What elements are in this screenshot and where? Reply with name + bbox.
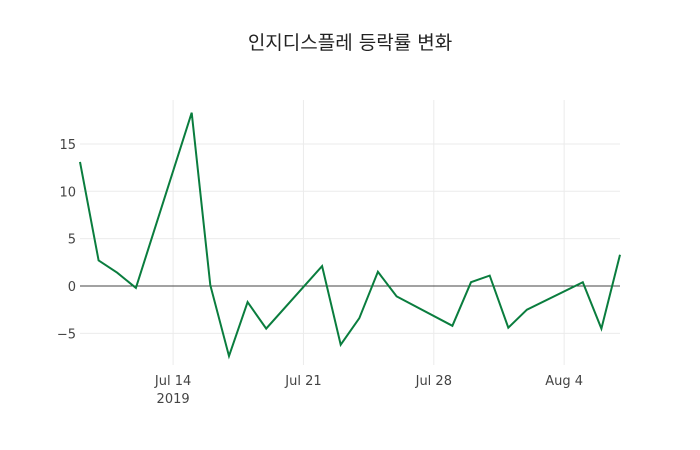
x-tick-label: Jul 21: [284, 374, 321, 389]
y-axis-ticks: −5 0 5 10 15: [57, 138, 76, 342]
y-tick-label: 10: [59, 185, 76, 200]
x-tick-label: Jul 14: [154, 374, 191, 389]
x-tick-label: Aug 4: [545, 374, 583, 389]
series-line: [79, 112, 621, 360]
chart-title: 인지디스플레 등락률 변화: [247, 32, 453, 54]
x-tick-label: Jul 28: [415, 374, 452, 389]
grid-lines: [80, 100, 620, 365]
y-tick-label: 0: [68, 280, 76, 295]
x-tick-year-label: 2019: [157, 392, 190, 407]
y-tick-label: 15: [59, 138, 76, 153]
x-axis-ticks: Jul 14 2019 Jul 21 Jul 28 Aug 4: [154, 374, 583, 407]
y-tick-label: 5: [68, 233, 76, 248]
y-tick-label: −5: [57, 327, 76, 342]
